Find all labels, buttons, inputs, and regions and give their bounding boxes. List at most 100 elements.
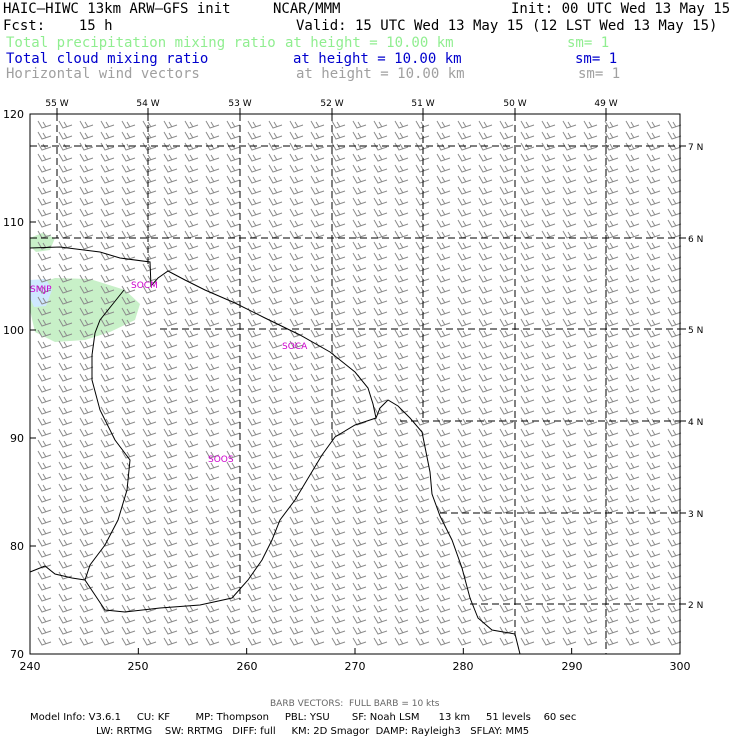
wind-barb xyxy=(226,329,241,338)
wind-barb xyxy=(142,164,157,173)
wind-barb xyxy=(583,318,598,327)
wind-barb xyxy=(289,472,304,481)
wind-barb xyxy=(247,395,262,404)
wind-barb xyxy=(646,604,661,613)
wind-barb xyxy=(646,439,661,448)
wind-barb xyxy=(58,450,73,459)
wind-barb xyxy=(184,406,199,415)
wind-barb xyxy=(499,461,514,470)
wind-barb xyxy=(331,593,346,602)
wind-barb xyxy=(436,241,451,250)
wind-barb xyxy=(205,615,220,624)
wind-barb xyxy=(310,626,325,635)
wind-barb xyxy=(352,395,367,404)
wind-barb xyxy=(352,604,367,613)
wind-barb xyxy=(289,362,304,371)
wind-barb xyxy=(268,373,283,382)
wind-barb xyxy=(37,263,52,272)
wind-barb xyxy=(625,593,640,602)
wind-barb xyxy=(163,230,178,239)
wind-barb xyxy=(163,241,178,250)
wind-barb xyxy=(268,197,283,206)
wind-barb xyxy=(394,351,409,360)
wind-barb xyxy=(604,318,619,327)
wind-barb xyxy=(79,538,94,547)
wind-barb xyxy=(184,351,199,360)
wind-barb xyxy=(37,472,52,481)
wind-barb xyxy=(499,230,514,239)
wind-barb xyxy=(79,120,94,129)
wind-barb xyxy=(436,307,451,316)
wind-barb xyxy=(247,494,262,503)
wind-barb xyxy=(583,186,598,195)
wind-barb xyxy=(499,329,514,338)
wind-barb xyxy=(37,527,52,536)
wind-barb xyxy=(478,186,493,195)
wind-barb xyxy=(247,604,262,613)
wind-barb xyxy=(310,373,325,382)
wind-barb xyxy=(646,560,661,569)
wind-barb xyxy=(37,186,52,195)
wind-barb xyxy=(415,461,430,470)
wind-barb xyxy=(184,362,199,371)
wind-barb xyxy=(499,472,514,481)
wind-barb xyxy=(310,538,325,547)
wind-barb xyxy=(310,384,325,393)
wind-barb xyxy=(436,186,451,195)
wind-barb xyxy=(541,175,556,184)
wind-barb xyxy=(58,318,73,327)
wind-barb xyxy=(604,285,619,294)
wind-barb xyxy=(184,538,199,547)
wind-barb xyxy=(415,582,430,591)
wind-barb xyxy=(289,395,304,404)
wind-barb xyxy=(541,472,556,481)
wind-barb xyxy=(583,472,598,481)
wind-barb xyxy=(58,351,73,360)
wind-barb xyxy=(625,439,640,448)
wind-barb xyxy=(373,472,388,481)
wind-barb xyxy=(79,318,94,327)
wind-barb xyxy=(352,197,367,206)
wind-barb xyxy=(205,538,220,547)
wind-barb xyxy=(331,307,346,316)
lon-label-51w: 51 W xyxy=(411,99,434,109)
wind-barb xyxy=(478,252,493,261)
wind-barb xyxy=(331,505,346,514)
lat-label-6n: 6 N xyxy=(688,235,703,245)
wind-barb xyxy=(541,615,556,624)
wind-barb xyxy=(268,208,283,217)
wind-barb xyxy=(331,472,346,481)
wind-barb xyxy=(394,274,409,283)
wind-barb xyxy=(394,219,409,228)
wind-barb xyxy=(352,549,367,558)
wind-barb xyxy=(121,395,136,404)
wind-barb xyxy=(352,340,367,349)
wind-barb xyxy=(520,395,535,404)
wind-barb xyxy=(79,285,94,294)
wind-barb xyxy=(163,307,178,316)
wind-barb xyxy=(667,362,682,371)
wind-barb xyxy=(268,538,283,547)
wind-barb xyxy=(667,582,682,591)
wind-barb xyxy=(499,527,514,536)
wind-barb xyxy=(100,318,115,327)
wind-barb xyxy=(226,615,241,624)
wind-barb xyxy=(520,230,535,239)
wind-barb xyxy=(100,351,115,360)
wind-barb xyxy=(583,593,598,602)
wind-barb xyxy=(247,461,262,470)
wind-barb xyxy=(541,560,556,569)
wind-barb xyxy=(436,274,451,283)
wind-barb xyxy=(604,582,619,591)
wind-barb xyxy=(226,450,241,459)
wind-barb xyxy=(100,296,115,305)
wind-barb xyxy=(583,373,598,382)
wind-barb xyxy=(478,461,493,470)
wind-barb xyxy=(310,296,325,305)
wind-barb xyxy=(37,208,52,217)
valid-time: Valid: 15 UTC Wed 13 May 15 (12 LST Wed … xyxy=(296,18,718,34)
wind-barb xyxy=(625,296,640,305)
wind-barb xyxy=(457,593,472,602)
wind-barb xyxy=(499,505,514,514)
wind-barb xyxy=(499,406,514,415)
